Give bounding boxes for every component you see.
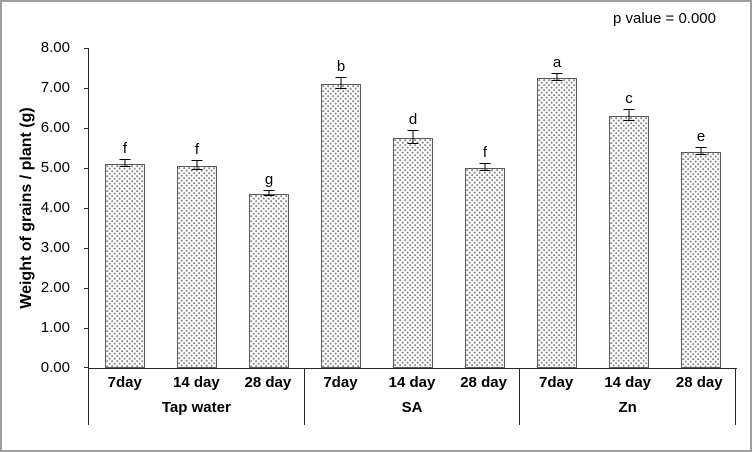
error-bar-line (484, 164, 486, 170)
error-bar-line (628, 110, 630, 120)
significance-letter: f (194, 141, 200, 158)
x-tick-label: 7day (323, 374, 358, 391)
bar-group: b d f (305, 48, 521, 368)
bar-group: f f g (89, 48, 305, 368)
error-bar-line (700, 148, 702, 154)
x-group-label: SA (401, 399, 423, 416)
error-bar-line (268, 191, 270, 195)
significance-letter: g (264, 171, 274, 188)
y-tick-label: 3.00 (40, 239, 70, 256)
y-tick-label: 4.00 (40, 199, 70, 216)
bar (609, 116, 649, 368)
error-bar-line (412, 131, 414, 143)
bar-slot: g (233, 48, 305, 368)
y-axis-tick-labels: 0.00 1.00 2.00 3.00 4.00 5.00 6.00 7.00 8.00 (2, 39, 80, 376)
bar-slot: f (161, 48, 233, 368)
error-bar (551, 72, 563, 82)
bar (681, 152, 721, 368)
bar-slot: f (449, 48, 521, 368)
y-tick-mark (84, 367, 89, 368)
x-tick-label: 7day (107, 374, 142, 391)
y-tick-label: 7.00 (40, 79, 70, 96)
significance-letter: f (122, 139, 128, 157)
error-bar (119, 158, 131, 168)
error-bar (623, 109, 635, 121)
bar (393, 138, 433, 368)
significance-letter: d (408, 111, 418, 128)
y-tick-label: 0.00 (40, 359, 70, 376)
error-bar (479, 163, 491, 171)
x-axis-labels: 7day 14 day 28 day Tap water 7day 14 day 28 da… (88, 369, 737, 425)
x-tick-label: 14 day (388, 374, 436, 391)
x-group-label: Zn (618, 399, 637, 416)
y-tick-mark (84, 248, 89, 249)
y-tick-label: 5.00 (40, 159, 70, 176)
bar-slot: b (305, 48, 377, 368)
p-value-annotation: p value = 0.000 (612, 10, 716, 27)
bar (177, 166, 217, 368)
y-tick-mark (84, 88, 89, 89)
x-group-cell: 7day 14 day 28 day SA (305, 369, 521, 425)
x-tick-label: 7day (539, 374, 574, 391)
y-tick-mark (84, 288, 89, 289)
error-bar (191, 160, 203, 170)
significance-letter: a (552, 53, 562, 71)
significance-letter: c (625, 90, 633, 108)
error-bar-line (556, 73, 558, 81)
bar-group: a c e (521, 48, 737, 368)
significance-letter: b (336, 58, 346, 76)
x-tick-label: 14 day (172, 374, 220, 391)
plot-area: f f g b d f a c e (84, 48, 737, 369)
error-bar (695, 147, 707, 155)
bar (105, 164, 145, 368)
y-tick-mark (84, 208, 89, 209)
x-tick-label: 28 day (460, 374, 507, 391)
bar-slot: f (89, 48, 161, 368)
y-tick-label: 8.00 (40, 39, 70, 56)
x-group-cell: 7day 14 day 28 day Tap water (88, 369, 305, 425)
x-tick-label-row: 7day 14 day 28 day (89, 369, 304, 391)
bar-slot: d (377, 48, 449, 368)
error-bar-line (340, 78, 342, 88)
y-tick-label: 2.00 (40, 279, 70, 296)
x-group-label: Tap water (161, 399, 231, 416)
y-tick-mark (84, 128, 89, 129)
x-tick-label: 28 day (675, 374, 723, 391)
x-tick-label-row: 7day 14 day 28 day (520, 369, 735, 391)
y-tick-label: 6.00 (40, 119, 70, 136)
y-tick-label: 1.00 (40, 319, 70, 336)
y-tick-mark (84, 168, 89, 169)
bar-slot: a (521, 48, 593, 368)
significance-letter: f (482, 144, 488, 162)
error-bar (335, 77, 347, 89)
error-bar-line (124, 159, 126, 167)
error-bar (407, 130, 419, 144)
bar (321, 84, 361, 368)
significance-letter: e (696, 128, 706, 146)
x-tick-label-row: 7day 14 day 28 day (305, 369, 520, 391)
bar (537, 78, 577, 368)
y-tick-mark (84, 48, 89, 49)
error-bar-line (196, 161, 198, 169)
bar-slot: e (665, 48, 737, 368)
error-bar (263, 190, 275, 196)
x-group-cell: 7day 14 day 28 day Zn (520, 369, 737, 425)
x-tick-label: 14 day (604, 374, 652, 391)
bar (249, 194, 289, 368)
bar (465, 168, 505, 368)
y-tick-mark (84, 328, 89, 329)
bar-slot: c (593, 48, 665, 368)
x-tick-label: 28 day (244, 374, 292, 391)
